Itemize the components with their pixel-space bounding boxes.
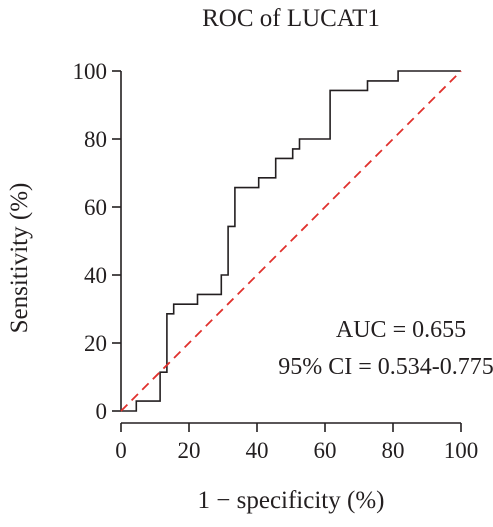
ci-annotation: 95% CI = 0.534-0.775 — [278, 354, 493, 380]
y-axis-ticks: 0 20 40 60 80 100 — [73, 59, 121, 424]
y-tick-label: 80 — [84, 127, 107, 152]
x-tick-label: 0 — [115, 438, 127, 463]
series-layer — [120, 70, 462, 412]
x-tick-label: 20 — [178, 438, 201, 463]
x-axis-label: 1 − specificity (%) — [198, 487, 385, 514]
y-tick-label: 20 — [84, 331, 107, 356]
x-tick-label: 60 — [314, 438, 337, 463]
y-tick-label: 40 — [84, 263, 107, 288]
chart-title: ROC of LUCAT1 — [202, 5, 380, 32]
x-tick-label: 40 — [246, 438, 269, 463]
reference-diagonal-line — [120, 70, 462, 412]
y-tick-label: 60 — [84, 195, 107, 220]
x-tick-label: 100 — [444, 438, 479, 463]
x-tick-label: 80 — [382, 438, 405, 463]
auc-annotation: AUC = 0.655 — [336, 317, 466, 343]
roc-curve-line — [121, 70, 461, 412]
plot-area: 0 20 40 60 80 100 0 20 40 60 80 100 — [73, 59, 479, 463]
y-axis-label: Sensitivity (%) — [6, 183, 33, 334]
y-tick-label: 100 — [73, 59, 108, 84]
y-tick-label: 0 — [96, 399, 108, 424]
x-axis-ticks: 0 20 40 60 80 100 — [115, 423, 478, 463]
